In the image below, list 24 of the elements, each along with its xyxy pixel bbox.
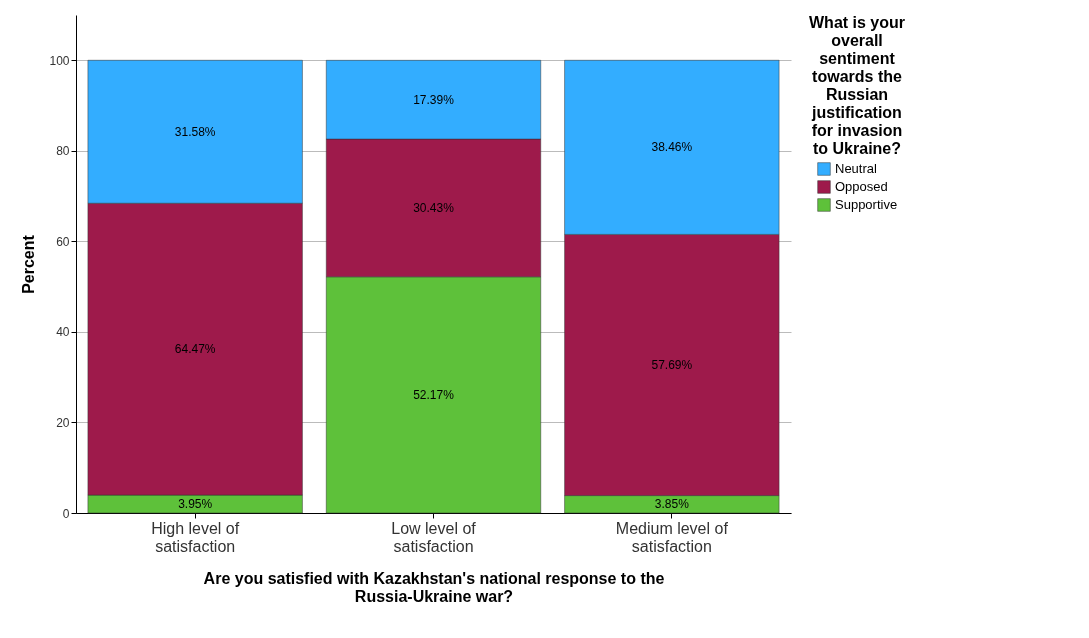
x-axis-title: Are you satisfied with Kazakhstan's national response to the Russia-Ukraine war? — [203, 569, 665, 605]
data-label: 52.17% — [413, 387, 455, 402]
y-tick-label: 40 — [56, 325, 70, 340]
data-label: 64.47% — [174, 342, 216, 357]
x-tick-label: High level of satisfaction — [151, 519, 240, 555]
data-label: 30.43% — [413, 200, 455, 215]
y-tick-label: 0 — [62, 506, 70, 521]
data-label: 3.95% — [178, 497, 213, 512]
y-tick-label: 20 — [56, 415, 70, 430]
legend-label: Opposed — [835, 179, 888, 194]
data-label: 3.85% — [654, 497, 690, 512]
y-axis-title: Percent — [20, 234, 38, 294]
data-label: 31.58% — [174, 124, 216, 139]
data-label: 38.46% — [651, 140, 693, 155]
x-tick-label: Low level of satisfaction — [391, 519, 477, 555]
legend-label: Neutral — [835, 161, 878, 176]
y-tick-label: 80 — [56, 144, 70, 159]
y-tick-label: 60 — [56, 234, 70, 249]
legend-label: Supportive — [835, 197, 898, 212]
x-tick-label: Medium level of satisfaction — [615, 519, 729, 555]
data-label: 57.69% — [651, 357, 693, 372]
legend-title: What is your overall sentiment towards the Russian justification for invasion to Ukraine? — [808, 14, 906, 157]
data-label: 17.39% — [413, 92, 455, 107]
y-tick-label: 100 — [49, 53, 70, 68]
